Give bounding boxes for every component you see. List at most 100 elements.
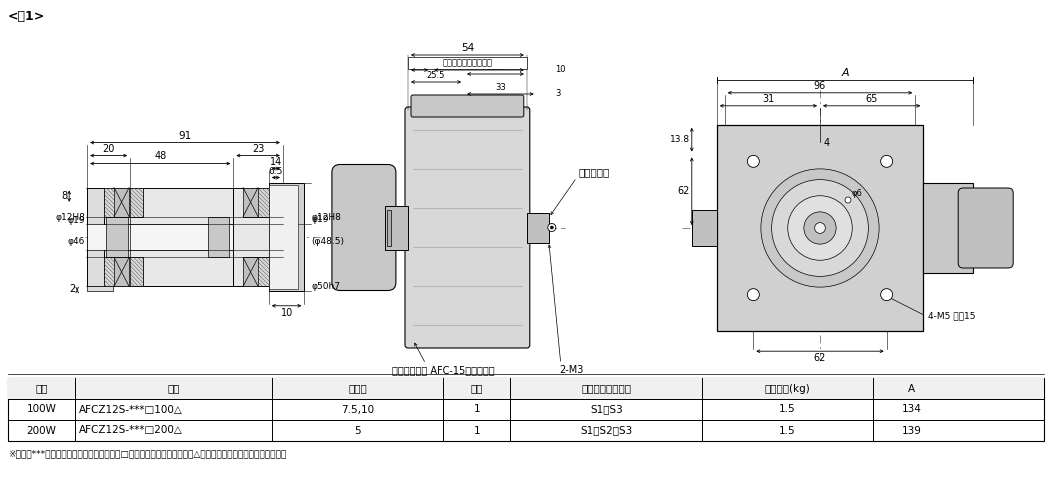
Bar — [243, 257, 258, 287]
Text: φ50h7: φ50h7 — [311, 282, 341, 291]
Bar — [87, 224, 234, 250]
Bar — [385, 205, 408, 249]
Text: 1: 1 — [473, 404, 480, 414]
Text: 62: 62 — [814, 353, 826, 363]
Text: 7.5,10: 7.5,10 — [341, 404, 375, 414]
Text: 14: 14 — [269, 156, 282, 166]
Text: φ12H8: φ12H8 — [56, 213, 85, 222]
Bar — [106, 217, 128, 257]
Circle shape — [548, 224, 555, 232]
Bar — [104, 188, 143, 217]
Text: 33: 33 — [495, 83, 506, 92]
Text: 20: 20 — [102, 144, 115, 153]
Bar — [244, 188, 283, 217]
Text: ※型式の***には減速比が入ります。また、□にはバックラッシュ精度、△にはフランジ形状種別が入ります。: ※型式の***には減速比が入ります。また、□にはバックラッシュ精度、△にはフラン… — [8, 449, 286, 458]
Text: 3: 3 — [555, 90, 561, 99]
Circle shape — [747, 155, 760, 167]
Text: A: A — [908, 384, 915, 394]
Text: 10: 10 — [281, 308, 292, 318]
Bar — [692, 210, 716, 246]
Text: 96: 96 — [814, 81, 826, 91]
Text: 31: 31 — [763, 94, 774, 104]
Text: 48: 48 — [155, 150, 166, 160]
Text: φ19: φ19 — [67, 216, 85, 225]
Text: AFCZ12S-***□200△: AFCZ12S-***□200△ — [79, 426, 183, 436]
Text: φ12H8: φ12H8 — [311, 213, 342, 222]
Bar — [234, 188, 283, 287]
Text: 54: 54 — [461, 43, 474, 53]
Bar — [114, 188, 129, 217]
Text: 200W: 200W — [26, 426, 57, 436]
Text: A: A — [842, 68, 849, 78]
Text: 概略質量(kg): 概略質量(kg) — [765, 384, 810, 394]
Text: 1.5: 1.5 — [780, 426, 796, 436]
Bar — [207, 217, 229, 257]
Bar — [924, 183, 973, 273]
FancyBboxPatch shape — [331, 164, 396, 291]
Text: <図1>: <図1> — [8, 10, 45, 23]
Text: 79: 79 — [473, 59, 484, 68]
Bar — [269, 185, 298, 289]
Circle shape — [788, 196, 852, 260]
Text: 100W: 100W — [26, 404, 57, 414]
Text: 減速比: 減速比 — [348, 384, 367, 394]
Bar — [87, 287, 113, 291]
Bar — [87, 188, 104, 287]
Bar — [387, 209, 391, 246]
Bar — [269, 183, 304, 291]
Text: 2: 2 — [69, 284, 75, 294]
Text: (φ48.5): (φ48.5) — [311, 238, 345, 247]
Text: 134: 134 — [902, 404, 922, 414]
Text: 5: 5 — [355, 426, 361, 436]
Bar — [244, 257, 283, 287]
Text: 保護キャップ AFC-15（付属品）: 保護キャップ AFC-15（付属品） — [392, 365, 494, 375]
Circle shape — [761, 169, 879, 287]
Text: 10.5: 10.5 — [410, 59, 429, 68]
Circle shape — [814, 223, 826, 233]
Text: 1: 1 — [473, 426, 480, 436]
Text: φ6: φ6 — [852, 189, 863, 198]
Text: 23: 23 — [251, 144, 264, 153]
Text: 13.8: 13.8 — [670, 135, 690, 144]
Bar — [243, 188, 258, 217]
Circle shape — [881, 289, 893, 300]
Text: 4: 4 — [824, 138, 830, 148]
Bar — [8, 378, 1044, 399]
Bar — [114, 257, 129, 287]
Text: 25.5: 25.5 — [427, 71, 445, 80]
Text: 62: 62 — [677, 186, 690, 196]
Text: 8: 8 — [61, 191, 67, 201]
Text: 65: 65 — [866, 94, 877, 104]
Text: 139: 139 — [902, 426, 922, 436]
Circle shape — [845, 197, 851, 203]
Bar — [716, 125, 924, 331]
Text: φ46: φ46 — [67, 238, 85, 247]
Text: S1・S2・S3: S1・S2・S3 — [580, 426, 632, 436]
FancyBboxPatch shape — [405, 107, 530, 348]
Bar — [104, 188, 234, 287]
Text: 4-M5 深さ15: 4-M5 深さ15 — [928, 312, 975, 321]
Bar — [8, 378, 1044, 441]
Circle shape — [771, 180, 868, 276]
Bar — [104, 257, 143, 287]
Bar — [527, 212, 549, 243]
Text: S1・S3: S1・S3 — [590, 404, 623, 414]
Circle shape — [881, 155, 893, 167]
Text: 1.5: 1.5 — [780, 404, 796, 414]
Text: フランジ面: フランジ面 — [579, 167, 610, 178]
Text: 保護キャップ取り付時: 保護キャップ取り付時 — [443, 58, 492, 67]
Text: 2-M3: 2-M3 — [559, 365, 583, 375]
Circle shape — [550, 226, 553, 229]
FancyBboxPatch shape — [958, 188, 1013, 268]
Text: 型式: 型式 — [167, 384, 180, 394]
Circle shape — [747, 289, 760, 300]
Text: 58.5: 58.5 — [486, 63, 505, 72]
Text: 図番: 図番 — [470, 384, 483, 394]
Bar — [408, 57, 527, 69]
FancyBboxPatch shape — [411, 95, 524, 117]
Circle shape — [804, 212, 836, 244]
Text: 6.5: 6.5 — [268, 166, 283, 176]
Text: フランジ形状種別: フランジ形状種別 — [582, 384, 631, 394]
Text: 容量: 容量 — [36, 384, 48, 394]
Text: 91: 91 — [179, 131, 191, 141]
